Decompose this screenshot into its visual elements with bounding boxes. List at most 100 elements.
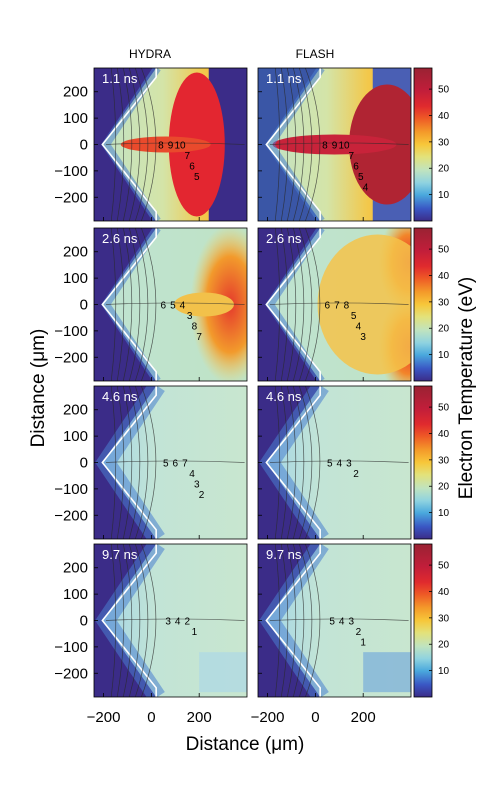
target-region xyxy=(94,68,157,221)
y-tick-label: −200 xyxy=(54,507,88,524)
y-tick-label: −100 xyxy=(54,323,88,340)
colorbar-tick-label: 30 xyxy=(438,137,450,148)
contour-line xyxy=(286,228,297,381)
contour-label: 4 xyxy=(175,617,181,628)
contour-line xyxy=(116,386,125,539)
colorbar-gradient xyxy=(413,67,433,222)
time-stamp: 1.1 ns xyxy=(266,71,302,86)
contour-label: 8 xyxy=(322,141,328,152)
y-tick-label: 200 xyxy=(63,402,88,419)
contour-line xyxy=(122,544,133,697)
contour-label: 5 xyxy=(170,301,176,312)
colorbar-1: 50 40 30 20 10 xyxy=(413,227,450,382)
x-tick-label: 0 xyxy=(147,709,155,726)
colorbar-tick-label: 50 xyxy=(438,561,450,572)
contour-label: 6 xyxy=(173,459,179,470)
contour-line xyxy=(141,68,157,221)
contour-line xyxy=(274,544,281,697)
contour-label: 5 xyxy=(351,311,357,322)
contour-label: 4 xyxy=(339,617,345,628)
y-tick-label: −100 xyxy=(54,639,88,656)
interface-line xyxy=(101,68,157,221)
colorbar-gradient xyxy=(413,385,433,540)
warm-core xyxy=(317,234,411,375)
contour-label: 3 xyxy=(346,459,352,470)
contour-line xyxy=(122,228,133,381)
contour-line xyxy=(128,68,141,221)
target-region xyxy=(258,228,321,381)
colorbar-gradient xyxy=(413,543,433,698)
contour-line xyxy=(280,228,289,381)
y-tick-label: 200 xyxy=(63,84,88,101)
target-region xyxy=(94,544,157,697)
colorbar-tick-label: 50 xyxy=(438,403,450,414)
contour-label: 3 xyxy=(194,480,200,491)
contour-label: 3 xyxy=(187,311,193,322)
contour-label: 6 xyxy=(189,162,195,173)
time-stamp: 4.6 ns xyxy=(102,389,138,404)
y-tick-label: 100 xyxy=(63,270,88,287)
time-stamp: 1.1 ns xyxy=(102,71,138,86)
target-region xyxy=(258,544,321,697)
contour-line xyxy=(110,68,117,221)
y-tick-label: 100 xyxy=(63,586,88,603)
contour-line xyxy=(110,544,117,697)
contour-line xyxy=(286,544,297,697)
contour-line xyxy=(274,228,281,381)
contour-line xyxy=(141,228,157,381)
colorbar-tick-label: 40 xyxy=(438,111,450,122)
contour-label: 5 xyxy=(327,459,333,470)
colorbar-0: 50 40 30 20 10 xyxy=(413,67,450,222)
contour-line xyxy=(122,68,133,221)
gradient-band xyxy=(95,386,165,539)
gradient-band xyxy=(265,68,325,221)
x-axis-label: Distance (μm) xyxy=(186,734,305,755)
contour-label: 7 xyxy=(334,301,340,312)
colorbar-tick-label: 40 xyxy=(438,429,450,440)
contour-line xyxy=(122,386,133,539)
y-tick-label: 200 xyxy=(63,244,88,261)
contour-line xyxy=(292,68,305,221)
y-tick-label: −200 xyxy=(54,349,88,366)
colorbar-tick-label: 30 xyxy=(438,613,450,624)
colorbar-tick-label: 10 xyxy=(438,666,450,677)
target-region xyxy=(94,386,157,539)
contour-label: 9 xyxy=(332,141,338,152)
colorbar-2: 50 40 30 20 10 xyxy=(413,385,450,540)
colorbar-tick-label: 50 xyxy=(438,85,450,96)
y-tick-label: −200 xyxy=(54,665,88,682)
interface-line xyxy=(265,386,321,539)
contour-line xyxy=(105,142,245,145)
contour-label: 2 xyxy=(199,490,205,501)
contour-line xyxy=(134,544,149,697)
contour-label: 6 xyxy=(325,301,331,312)
gradient-band xyxy=(101,228,161,381)
interface-line xyxy=(101,386,157,539)
contour-line xyxy=(280,544,289,697)
target-region xyxy=(258,386,321,539)
contour-label: 7 xyxy=(196,332,202,343)
contour-label: 7 xyxy=(348,151,354,162)
contour-line xyxy=(298,386,313,539)
contour-label: 4 xyxy=(356,322,362,333)
y-tick-label: 0 xyxy=(80,297,88,314)
interface-line xyxy=(265,68,321,221)
time-stamp: 4.6 ns xyxy=(266,389,302,404)
contour-line xyxy=(298,68,313,221)
contour-line xyxy=(305,544,321,697)
y-tick-label: 0 xyxy=(80,455,88,472)
contour-line xyxy=(269,618,409,621)
contour-label: 3 xyxy=(360,332,366,343)
contour-line xyxy=(305,228,321,381)
contour-line xyxy=(305,386,321,539)
y-tick-label: 100 xyxy=(63,428,88,445)
contour-line xyxy=(134,386,149,539)
contour-line xyxy=(128,544,141,697)
contour-label: 7 xyxy=(184,151,190,162)
contour-line xyxy=(292,544,305,697)
contour-line xyxy=(116,68,125,221)
colorbar-label: Electron Temperature (eV) xyxy=(456,277,477,499)
